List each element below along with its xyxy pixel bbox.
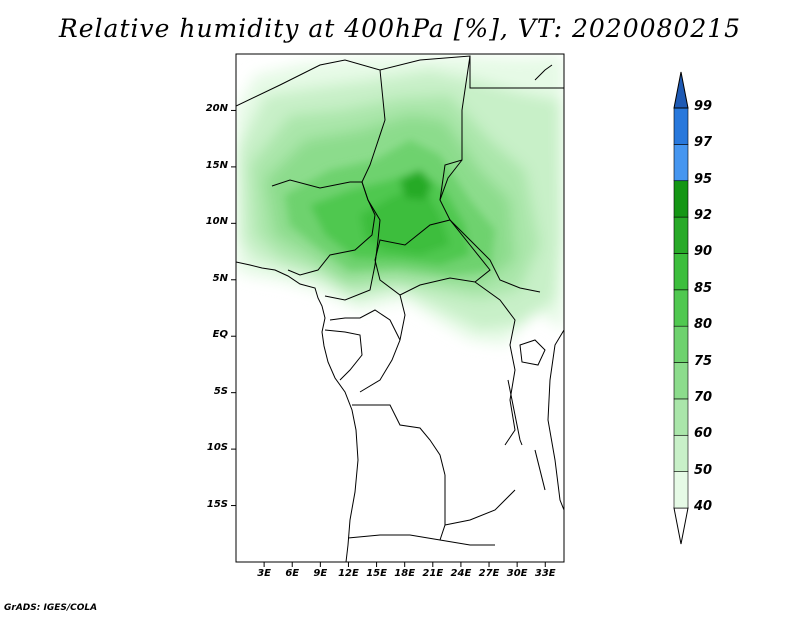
border-niger-chad bbox=[379, 55, 471, 201]
colorbar-label: 80 bbox=[694, 317, 713, 333]
lon-label: 9E bbox=[313, 568, 328, 579]
colorbar-segment bbox=[673, 362, 689, 400]
colorbar-segment bbox=[673, 253, 689, 291]
colorbar-segment bbox=[673, 107, 689, 145]
colorbar-label: 40 bbox=[694, 499, 713, 514]
border-mali-algeria bbox=[236, 59, 386, 183]
lat-label: EQ bbox=[212, 329, 228, 341]
colorbar-label: 75 bbox=[694, 353, 713, 369]
lon-label: 30E bbox=[506, 568, 528, 579]
map-frame bbox=[235, 53, 565, 563]
lat-label: 5N bbox=[212, 272, 228, 284]
lat-label: 15S bbox=[206, 498, 228, 510]
colorbar-label: 97 bbox=[694, 135, 713, 151]
lon-label: 21E bbox=[422, 568, 444, 579]
humidity-region-90 bbox=[400, 170, 432, 200]
coast-sinai bbox=[534, 64, 553, 81]
lat-label: 10N bbox=[205, 216, 228, 228]
border-namibia bbox=[347, 534, 495, 546]
lon-label: 15E bbox=[366, 568, 387, 579]
lat-label: 5S bbox=[213, 385, 228, 397]
lon-label: 18E bbox=[394, 568, 416, 579]
colorbar-segment bbox=[673, 180, 689, 218]
colorbar-segment bbox=[673, 325, 689, 363]
humidity-region-85 bbox=[360, 190, 450, 255]
lake-tanganyika bbox=[507, 379, 523, 446]
colorbar-label: 92 bbox=[694, 208, 713, 224]
border-libya-egypt bbox=[469, 56, 564, 89]
colorbar-segment bbox=[673, 144, 689, 182]
colorbar-label: 70 bbox=[694, 389, 713, 405]
boundaries bbox=[236, 55, 564, 562]
colorbar-segment bbox=[673, 434, 689, 472]
colorbar-segment bbox=[673, 216, 689, 254]
lon-label: 12E bbox=[338, 568, 359, 579]
colorbar-label: 85 bbox=[694, 280, 713, 296]
lon-label: 33E bbox=[534, 568, 556, 579]
colorbar-min-arrow bbox=[673, 507, 689, 545]
lake-victoria bbox=[519, 339, 546, 366]
humidity-field bbox=[236, 56, 564, 345]
lon-label: 3E bbox=[257, 568, 271, 579]
coastline bbox=[236, 261, 359, 562]
colorbar-label: 95 bbox=[694, 171, 713, 187]
colorbar bbox=[673, 71, 689, 545]
lat-label: 20N bbox=[205, 103, 228, 115]
lon-label: 27E bbox=[478, 568, 500, 579]
colorbar-label: 99 bbox=[694, 99, 713, 114]
colorbar-segment bbox=[673, 398, 689, 436]
credit-text: GrADS: IGES/COLA bbox=[4, 603, 98, 613]
axis-ticks bbox=[231, 109, 546, 567]
border-chad-sudan bbox=[439, 159, 541, 293]
lon-label: 24E bbox=[450, 568, 472, 579]
border-drc-east bbox=[474, 281, 516, 446]
border-congo bbox=[329, 309, 401, 341]
colorbar-max-arrow bbox=[673, 71, 689, 109]
border-zambia-south bbox=[444, 489, 516, 526]
border-nigeria bbox=[271, 179, 376, 276]
border-angola-north bbox=[352, 404, 446, 476]
border-drc-north bbox=[359, 294, 406, 393]
lon-label: 6E bbox=[285, 568, 300, 579]
colorbar-segment bbox=[673, 289, 689, 327]
coast-east bbox=[547, 329, 564, 511]
border-angola-zambia bbox=[439, 475, 446, 541]
border-cameroon bbox=[324, 181, 381, 301]
lat-label: 10S bbox=[206, 442, 228, 454]
colorbar-label: 50 bbox=[694, 462, 713, 478]
colorbar-label: 90 bbox=[694, 244, 713, 260]
lake-malawi bbox=[534, 449, 546, 491]
colorbar-label: 60 bbox=[694, 426, 713, 442]
chart-title: Relative humidity at 400hPa [%], VT: 202… bbox=[58, 14, 742, 43]
colorbar-segment bbox=[673, 471, 689, 509]
border-gabon bbox=[324, 329, 363, 381]
lat-label: 15N bbox=[205, 159, 228, 171]
